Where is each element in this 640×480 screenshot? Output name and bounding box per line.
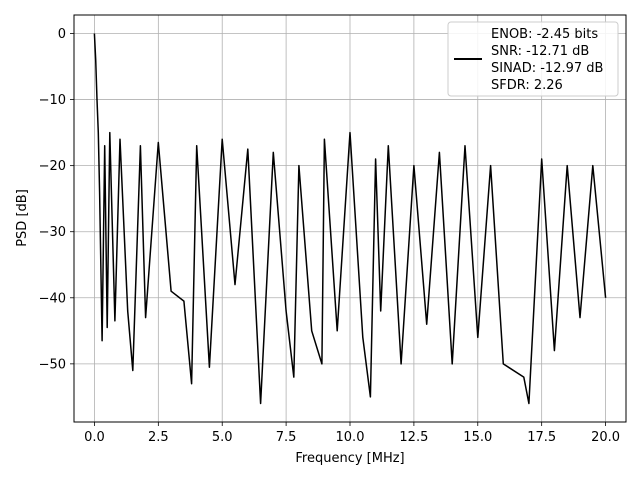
y-tick-label: −30 (39, 225, 66, 240)
y-tick-label: −50 (39, 357, 66, 372)
legend-entry-sfdr: SFDR: 2.26 (491, 78, 563, 93)
y-axis-label: PSD [dB] (15, 189, 30, 247)
series-layer (93, 33, 607, 405)
x-tick-label: 10.0 (336, 430, 365, 445)
x-tick-label: 20.0 (591, 430, 620, 445)
y-tick-label: −20 (39, 159, 66, 174)
legend-box (447, 21, 619, 97)
x-tick-label: 17.5 (527, 430, 556, 445)
y-tick-label: −40 (39, 291, 66, 306)
y-tick-label: 0 (58, 27, 66, 42)
legend-entry-snr: SNR: -12.71 dB (491, 44, 589, 59)
legend-entry-sinad: SINAD: -12.97 dB (491, 61, 603, 76)
y-axis-ticks: 0 −10 −20 −30 −40 −50 (39, 27, 74, 372)
x-tick-label: 7.5 (276, 430, 297, 445)
x-axis-label: Frequency [MHz] (295, 451, 404, 466)
y-tick-label: −10 (39, 93, 66, 108)
psd-series-line (93, 33, 607, 405)
x-tick-label: 12.5 (399, 430, 428, 445)
x-tick-label: 0.0 (84, 430, 105, 445)
x-tick-label: 5.0 (212, 430, 233, 445)
x-tick-label: 2.5 (148, 430, 169, 445)
x-tick-label: 15.0 (463, 430, 492, 445)
legend: ENOB: -2.45 bits SNR: -12.71 dB SINAD: -… (447, 21, 619, 97)
x-axis-ticks: 0.0 2.5 5.0 7.5 10.0 12.5 15.0 17.5 20.0 (84, 422, 620, 445)
legend-entry-enob: ENOB: -2.45 bits (491, 27, 598, 42)
